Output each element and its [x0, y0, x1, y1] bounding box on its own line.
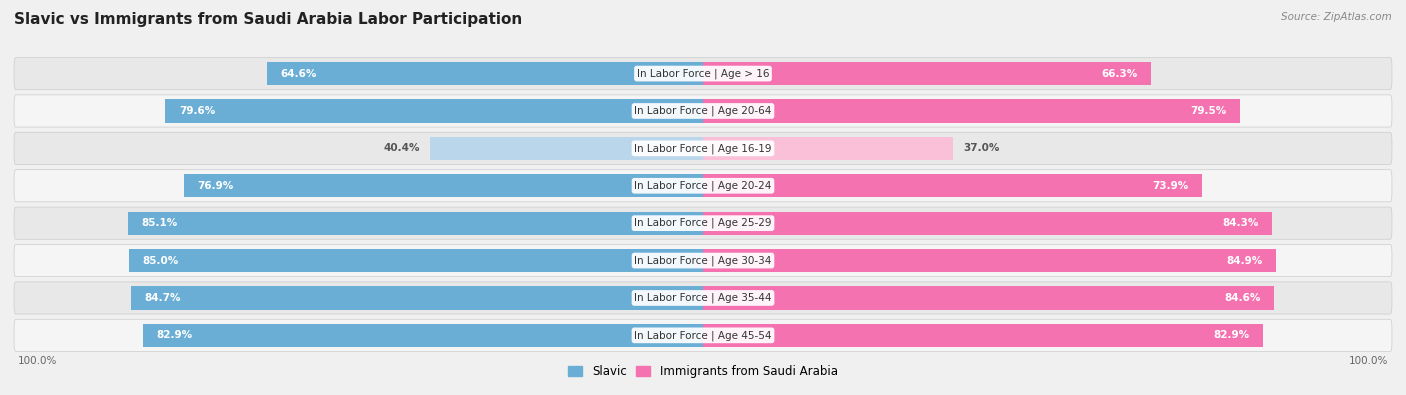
Bar	[184, 174, 703, 198]
Text: 64.6%: 64.6%	[280, 69, 316, 79]
Text: 85.0%: 85.0%	[142, 256, 179, 265]
Bar	[143, 324, 703, 347]
Text: 85.1%: 85.1%	[142, 218, 179, 228]
Bar	[129, 249, 703, 272]
Text: In Labor Force | Age 20-64: In Labor Force | Age 20-64	[634, 106, 772, 116]
Bar	[703, 324, 1263, 347]
FancyBboxPatch shape	[14, 170, 1392, 202]
Text: 40.4%: 40.4%	[384, 143, 420, 153]
Text: 100.0%: 100.0%	[1350, 356, 1389, 366]
Legend: Slavic, Immigrants from Saudi Arabia: Slavic, Immigrants from Saudi Arabia	[564, 360, 842, 383]
Bar	[703, 249, 1277, 272]
Text: 66.3%: 66.3%	[1101, 69, 1137, 79]
Text: 84.3%: 84.3%	[1222, 218, 1258, 228]
Bar	[703, 212, 1272, 235]
Text: 79.6%: 79.6%	[179, 106, 215, 116]
Text: 100.0%: 100.0%	[17, 356, 56, 366]
Bar	[703, 286, 1274, 310]
Text: 79.5%: 79.5%	[1191, 106, 1226, 116]
Text: In Labor Force | Age 16-19: In Labor Force | Age 16-19	[634, 143, 772, 154]
Text: 84.9%: 84.9%	[1226, 256, 1263, 265]
Text: Slavic vs Immigrants from Saudi Arabia Labor Participation: Slavic vs Immigrants from Saudi Arabia L…	[14, 12, 522, 27]
Bar	[430, 137, 703, 160]
Text: In Labor Force | Age 30-34: In Labor Force | Age 30-34	[634, 255, 772, 266]
Bar	[703, 137, 953, 160]
Text: 37.0%: 37.0%	[963, 143, 1000, 153]
Text: In Labor Force | Age 35-44: In Labor Force | Age 35-44	[634, 293, 772, 303]
Bar	[703, 62, 1152, 85]
Bar	[703, 100, 1240, 122]
Text: 82.9%: 82.9%	[156, 330, 193, 340]
Text: In Labor Force | Age 20-24: In Labor Force | Age 20-24	[634, 181, 772, 191]
Text: 76.9%: 76.9%	[197, 181, 233, 191]
FancyBboxPatch shape	[14, 319, 1392, 352]
Text: 82.9%: 82.9%	[1213, 330, 1250, 340]
Text: In Labor Force | Age > 16: In Labor Force | Age > 16	[637, 68, 769, 79]
FancyBboxPatch shape	[14, 58, 1392, 90]
FancyBboxPatch shape	[14, 245, 1392, 276]
Bar	[128, 212, 703, 235]
Bar	[131, 286, 703, 310]
Text: 84.6%: 84.6%	[1225, 293, 1261, 303]
FancyBboxPatch shape	[14, 95, 1392, 127]
Bar	[703, 174, 1202, 198]
Text: 73.9%: 73.9%	[1153, 181, 1188, 191]
FancyBboxPatch shape	[14, 282, 1392, 314]
Text: In Labor Force | Age 25-29: In Labor Force | Age 25-29	[634, 218, 772, 228]
Text: In Labor Force | Age 45-54: In Labor Force | Age 45-54	[634, 330, 772, 340]
FancyBboxPatch shape	[14, 132, 1392, 164]
Bar	[267, 62, 703, 85]
Text: 84.7%: 84.7%	[145, 293, 181, 303]
FancyBboxPatch shape	[14, 207, 1392, 239]
Bar	[166, 100, 703, 122]
Text: Source: ZipAtlas.com: Source: ZipAtlas.com	[1281, 12, 1392, 22]
